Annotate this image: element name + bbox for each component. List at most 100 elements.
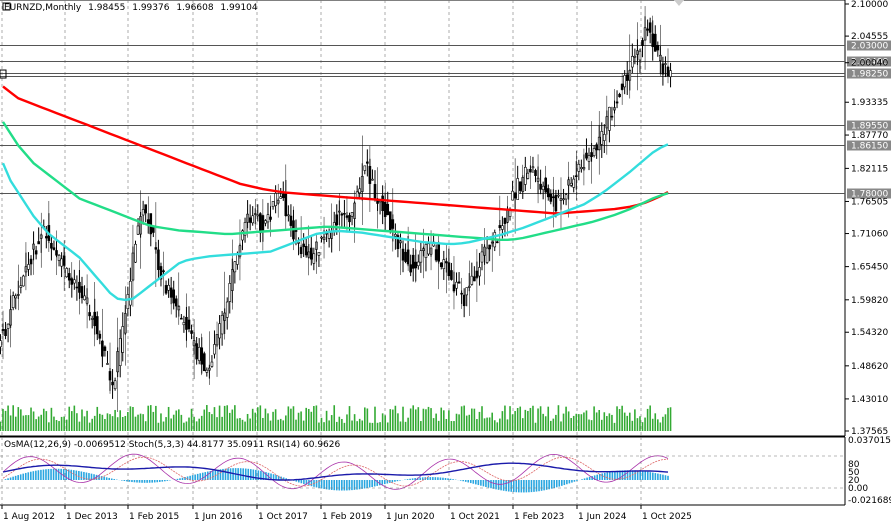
candle-body xyxy=(381,195,384,212)
osma-bar xyxy=(194,474,196,480)
volume-bar xyxy=(343,422,346,431)
volume-bar xyxy=(264,408,267,431)
volume-bar xyxy=(598,409,601,431)
candle-body xyxy=(485,247,489,263)
osma-bar xyxy=(576,480,578,481)
candle-body xyxy=(447,262,451,277)
osma-bar xyxy=(93,474,95,480)
osma-bar xyxy=(148,480,151,483)
volume-bar xyxy=(65,419,68,431)
candle-body xyxy=(386,203,390,216)
osma-bar xyxy=(191,475,194,480)
candle-body xyxy=(625,74,629,81)
osma-bar xyxy=(492,480,495,489)
osma-bar xyxy=(366,480,368,489)
volume-bar xyxy=(185,421,188,431)
osma-bar xyxy=(37,470,40,480)
volume-bar xyxy=(269,420,272,431)
candle-body xyxy=(304,246,308,256)
volume-bar xyxy=(12,405,14,431)
candle-body xyxy=(442,259,446,269)
volume-bar xyxy=(139,413,142,431)
osma-bar xyxy=(196,473,199,480)
osma-bar xyxy=(376,480,379,486)
candle-body xyxy=(52,247,56,250)
osma-bar xyxy=(262,471,265,480)
chart-menu-icon[interactable] xyxy=(2,2,11,11)
volume-bar xyxy=(667,407,669,431)
osma-bar xyxy=(593,475,596,480)
price-level-label: 2.00400 xyxy=(851,58,888,68)
candle-body xyxy=(297,242,300,244)
candle-body xyxy=(106,363,109,365)
osma-bar xyxy=(126,480,128,482)
rsi-line xyxy=(2,462,669,481)
volume-bar xyxy=(35,419,37,431)
osma-bar xyxy=(338,480,341,491)
volume-bar xyxy=(152,411,155,431)
candle-body xyxy=(569,182,573,186)
osma-bar xyxy=(239,468,242,480)
volume-bar xyxy=(121,416,124,431)
candle-body xyxy=(638,50,642,61)
candle-body xyxy=(631,56,634,68)
volume-bar xyxy=(300,411,302,431)
volume-bar xyxy=(664,414,667,431)
osma-bar xyxy=(315,480,318,488)
price-level-tag xyxy=(847,140,891,151)
candle-body xyxy=(287,214,290,217)
y-tick-label: 2.10000 xyxy=(851,0,888,10)
osma-bar xyxy=(22,473,25,480)
volume-bar xyxy=(544,416,547,431)
candle-body xyxy=(343,212,346,215)
osma-bar xyxy=(146,480,148,483)
osma-bar xyxy=(27,472,30,480)
candle-body xyxy=(669,70,672,78)
volume-bar xyxy=(4,410,7,431)
osma-bar xyxy=(396,480,399,482)
volume-bar xyxy=(279,418,282,431)
volume-bar xyxy=(499,418,501,431)
candle-body xyxy=(4,329,7,337)
price-level-tag xyxy=(847,68,891,79)
candle-body xyxy=(462,294,466,307)
sub-y-tick-label: 0.037015 xyxy=(848,436,891,446)
osma-bar xyxy=(83,471,85,480)
chart-header: EURNZD,Monthly 1.98455 1.99376 1.96608 1… xyxy=(4,3,258,13)
volume-bar xyxy=(557,405,560,431)
level-handle-icon[interactable] xyxy=(0,69,7,79)
volume-bar xyxy=(330,415,333,431)
candle-body xyxy=(111,381,114,386)
osma-bar xyxy=(300,480,303,484)
candle-body xyxy=(562,198,565,201)
osma-bar xyxy=(485,480,487,487)
shift-marker-icon[interactable] xyxy=(674,0,684,6)
osma-bar xyxy=(295,480,298,482)
osma-bar xyxy=(128,480,131,482)
volume-bar xyxy=(417,407,420,431)
volume-bar xyxy=(384,415,386,431)
osma-bar xyxy=(184,477,186,480)
osma-bar xyxy=(652,472,654,480)
candle-body xyxy=(656,45,660,51)
osma-bar xyxy=(35,470,37,480)
volume-bar xyxy=(78,421,81,431)
price-level-label: 2.03000 xyxy=(851,42,888,52)
osma-bar xyxy=(103,476,105,480)
volume-bar xyxy=(200,415,203,431)
volume-bar xyxy=(534,422,537,431)
volume-bar xyxy=(282,420,285,431)
volume-bar xyxy=(435,413,437,431)
ohlc-open: 1.98455 xyxy=(88,3,125,13)
osma-bar xyxy=(310,480,313,487)
candle-body xyxy=(75,286,79,289)
price-level-tag xyxy=(847,120,891,131)
osma-bar xyxy=(439,477,442,480)
osma-bar xyxy=(601,473,604,480)
osma-bar xyxy=(24,472,27,480)
osma-bar xyxy=(550,480,553,489)
osma-bar xyxy=(598,474,601,480)
osma-bar xyxy=(189,475,191,480)
volume-bar xyxy=(129,406,132,431)
volume-bar xyxy=(636,418,639,431)
